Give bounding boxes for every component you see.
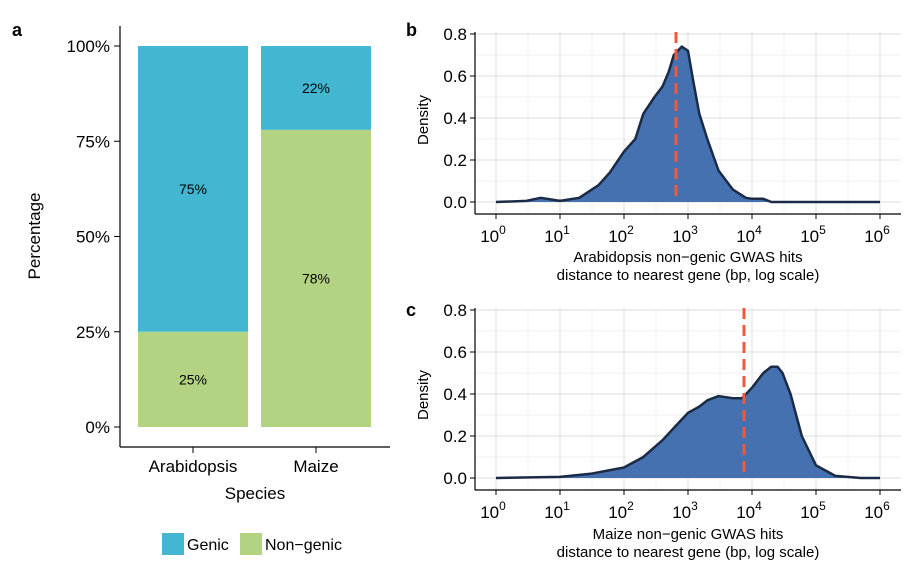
x-axis-title-b-line1: Arabidopsis non−genic GWAS hits bbox=[573, 249, 802, 266]
legend-swatch-non-genic bbox=[240, 533, 262, 555]
x-tick-label-b: 102 bbox=[608, 223, 634, 246]
y-tick-label-c: 0.4 bbox=[443, 385, 467, 404]
y-tick-label-a: 100% bbox=[67, 37, 110, 56]
panel-letter-b: b bbox=[406, 20, 417, 40]
bar-segment-arabidopsis-genic bbox=[138, 46, 248, 332]
x-tick-label-c: 102 bbox=[608, 499, 634, 522]
bar-chart-panel-a: 25% 75% 78% 22% 0% 25% 50% 75% 100% Arabidopsis M… bbox=[25, 26, 390, 555]
x-tick-label-b: 105 bbox=[800, 223, 826, 246]
x-axis-title-a: Species bbox=[225, 484, 285, 503]
stacked-bars: 25% 75% 78% 22% bbox=[138, 46, 371, 427]
x-tick-label-c: 105 bbox=[800, 499, 826, 522]
x-tick-label-c: 103 bbox=[672, 499, 698, 522]
bar-segment-maize-non-genic bbox=[261, 129, 371, 427]
x-tick-label-c: 100 bbox=[480, 499, 506, 522]
y-tick-label-a: 25% bbox=[76, 323, 110, 342]
bar-data-label: 75% bbox=[179, 181, 207, 197]
y-tick-label-b: 0.0 bbox=[443, 193, 467, 212]
density-outline-b bbox=[495, 45, 880, 204]
y-axis-title-a: Percentage bbox=[25, 193, 44, 280]
x-tick-label-c: 101 bbox=[544, 499, 570, 522]
bar-data-label: 25% bbox=[179, 371, 207, 387]
legend-swatch-genic bbox=[162, 533, 184, 555]
legend-label: Genic bbox=[187, 537, 229, 554]
y-tick-label-b: 0.6 bbox=[443, 67, 467, 86]
legend: Genic Non−genic bbox=[162, 533, 342, 555]
y-axis-title-c: Density bbox=[415, 369, 432, 420]
density-area-b bbox=[496, 46, 880, 202]
bar-segment-maize-genic bbox=[261, 46, 371, 130]
x-tick-label-c: 106 bbox=[864, 499, 890, 522]
y-tick-label-c: 0.8 bbox=[443, 301, 467, 320]
x-tick-label-b: 101 bbox=[544, 223, 570, 246]
y-tick-label-a: 50% bbox=[76, 228, 110, 247]
legend-label: Non−genic bbox=[265, 537, 342, 554]
y-tick-label-c: 0.6 bbox=[443, 343, 467, 362]
x-axis-title-c-line1: Maize non−genic GWAS hits bbox=[593, 526, 784, 543]
y-tick-label-a: 75% bbox=[76, 132, 110, 151]
density-panel-c: 0.0 0.2 0.4 0.6 0.8 100 101 102 103 104 105 106 Den… bbox=[415, 301, 901, 561]
x-tick-label-maize: Maize bbox=[293, 457, 338, 476]
bar-segment-arabidopsis-non-genic bbox=[138, 331, 248, 427]
x-axis-title-b-line2: distance to nearest gene (bp, log scale) bbox=[557, 267, 820, 284]
y-tick-label-c: 0.2 bbox=[443, 427, 467, 446]
x-tick-label-b: 104 bbox=[736, 223, 762, 246]
density-outline-c bbox=[495, 365, 880, 480]
x-axis-title-c-line2: distance to nearest gene (bp, log scale) bbox=[557, 544, 820, 561]
y-tick-label-b: 0.2 bbox=[443, 151, 467, 170]
y-tick-label-b: 0.4 bbox=[443, 109, 467, 128]
panel-letter-a: a bbox=[12, 20, 23, 40]
x-tick-label-arabidopsis: Arabidopsis bbox=[149, 457, 238, 476]
y-tick-label-b: 0.8 bbox=[443, 25, 467, 44]
bar-data-label: 22% bbox=[302, 80, 330, 96]
axes-c: 0.0 0.2 0.4 0.6 0.8 100 101 102 103 104 105 106 bbox=[443, 301, 901, 522]
axes-b: 0.0 0.2 0.4 0.6 0.8 100 101 102 103 104 105 106 bbox=[443, 25, 901, 246]
x-tick-label-c: 104 bbox=[736, 499, 762, 522]
y-tick-label-c: 0.0 bbox=[443, 469, 467, 488]
x-tick-label-b: 103 bbox=[672, 223, 698, 246]
y-axis-title-b: Density bbox=[415, 94, 432, 145]
axes-a: 0% 25% 50% 75% 100% Arabidopsis Maize bbox=[67, 26, 390, 476]
x-tick-label-b: 106 bbox=[864, 223, 890, 246]
panel-letter-c: c bbox=[406, 300, 416, 320]
density-area-c bbox=[496, 366, 880, 478]
y-tick-label-a: 0% bbox=[85, 418, 110, 437]
bar-data-label: 78% bbox=[302, 270, 330, 286]
density-panel-b: 0.0 0.2 0.4 0.6 0.8 100 101 102 103 104 105 106 Den… bbox=[415, 25, 901, 284]
x-tick-label-b: 100 bbox=[480, 223, 506, 246]
